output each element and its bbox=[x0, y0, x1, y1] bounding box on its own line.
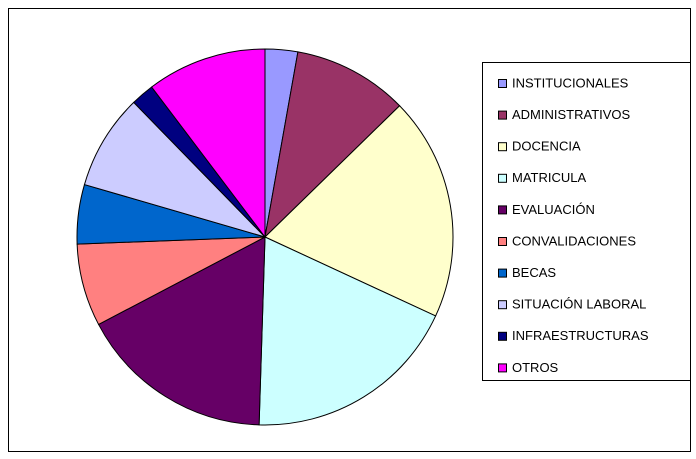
legend-swatch bbox=[498, 363, 507, 373]
legend-swatch bbox=[498, 237, 507, 246]
legend-label: INSTITUCIONALES bbox=[512, 75, 629, 90]
legend-label: BECAS bbox=[512, 265, 556, 280]
legend-swatch bbox=[498, 110, 507, 120]
legend-box bbox=[482, 62, 691, 381]
legend-label: INFRAESTRUCTURAS bbox=[512, 328, 649, 343]
legend-label: ADMINISTRATIVOS bbox=[512, 107, 631, 122]
legend-label: OTROS bbox=[512, 360, 559, 375]
pie-slice bbox=[264, 105, 454, 317]
legend-swatch bbox=[498, 300, 507, 310]
legend-swatch bbox=[498, 268, 507, 278]
legend-swatch bbox=[498, 173, 507, 183]
pie-slice bbox=[264, 51, 401, 239]
legend-label: SITUACIÓN LABORAL bbox=[512, 297, 646, 312]
legend-label: MATRICULA bbox=[512, 170, 586, 185]
legend-swatch bbox=[498, 79, 507, 88]
legend-swatch bbox=[498, 205, 507, 215]
legend-swatch bbox=[498, 331, 507, 341]
legend-label: EVALUACIÓN bbox=[512, 202, 595, 217]
legend-label: DOCENCIA bbox=[512, 139, 581, 154]
pie-slice bbox=[97, 236, 266, 426]
pie-slice bbox=[83, 101, 267, 239]
legend-swatch bbox=[498, 142, 507, 152]
pie-slice bbox=[258, 236, 437, 426]
legend-label: CONVALIDACIONES bbox=[512, 233, 636, 248]
pie-slice bbox=[150, 48, 266, 239]
